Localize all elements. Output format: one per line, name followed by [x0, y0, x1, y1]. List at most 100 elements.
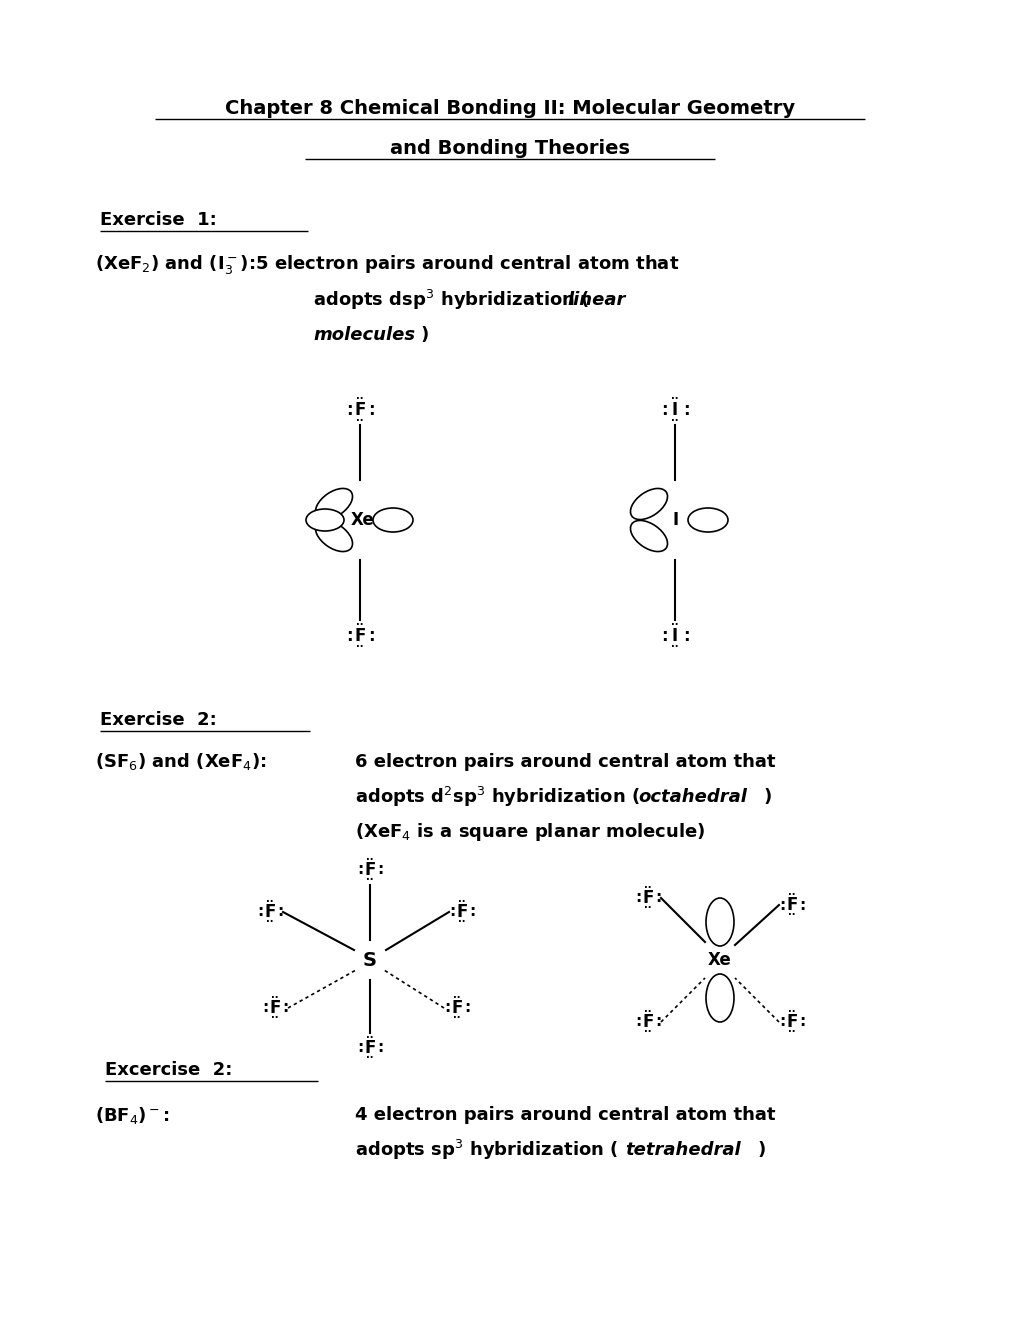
Text: :: :: [345, 401, 352, 418]
Text: ): ): [763, 788, 771, 807]
Text: ··: ··: [366, 1053, 373, 1063]
Text: ··: ··: [458, 917, 466, 927]
Text: :: :: [357, 862, 363, 878]
Text: I: I: [673, 511, 679, 529]
Text: :: :: [779, 1015, 785, 1030]
Text: Xe: Xe: [707, 950, 732, 969]
Ellipse shape: [315, 520, 353, 552]
Text: ··: ··: [644, 903, 651, 913]
Text: F: F: [786, 1012, 797, 1031]
Text: :: :: [276, 904, 283, 920]
Text: I: I: [672, 401, 678, 418]
Text: (BF$_4$)$^-$:: (BF$_4$)$^-$:: [95, 1105, 169, 1126]
Text: ··: ··: [788, 1007, 795, 1016]
Text: :: :: [448, 904, 454, 920]
Text: Chapter 8 Chemical Bonding II: Molecular Geometry: Chapter 8 Chemical Bonding II: Molecular…: [225, 99, 794, 117]
Text: 6 electron pairs around central atom that: 6 electron pairs around central atom tha…: [355, 752, 774, 771]
Text: :: :: [634, 891, 641, 906]
Text: :: :: [357, 1040, 363, 1056]
Text: :: :: [443, 1001, 449, 1015]
Text: tetrahedral: tetrahedral: [625, 1140, 740, 1159]
Text: :: :: [257, 904, 263, 920]
Text: ··: ··: [356, 393, 364, 404]
Text: ··: ··: [788, 890, 795, 900]
Text: ··: ··: [458, 898, 466, 907]
Text: (XeF$_2$) and (I$_3^-$):5 electron pairs around central atom that: (XeF$_2$) and (I$_3^-$):5 electron pairs…: [95, 253, 679, 276]
Text: :: :: [682, 401, 689, 418]
Text: :: :: [779, 898, 785, 912]
Text: F: F: [364, 861, 375, 879]
Text: ··: ··: [271, 1012, 278, 1023]
Ellipse shape: [306, 510, 343, 531]
Text: ··: ··: [366, 855, 373, 865]
Text: F: F: [642, 888, 653, 907]
Text: ··: ··: [366, 875, 373, 884]
Text: :: :: [367, 627, 374, 645]
Text: F: F: [642, 1012, 653, 1031]
Text: ··: ··: [266, 917, 273, 927]
Text: ··: ··: [452, 1012, 461, 1023]
Ellipse shape: [688, 508, 728, 532]
Text: :: :: [376, 862, 383, 878]
Text: :: :: [345, 627, 352, 645]
Text: :: :: [682, 627, 689, 645]
Ellipse shape: [315, 488, 353, 520]
Text: F: F: [264, 903, 275, 921]
Text: ··: ··: [452, 993, 461, 1003]
Text: I: I: [672, 627, 678, 645]
Text: ··: ··: [356, 642, 364, 652]
Text: (SF$_6$) and (XeF$_4$):: (SF$_6$) and (XeF$_4$):: [95, 751, 266, 772]
Text: :: :: [262, 1001, 268, 1015]
Text: ··: ··: [644, 1027, 651, 1038]
Text: ··: ··: [356, 416, 364, 426]
Text: molecules: molecules: [313, 326, 415, 345]
Text: :: :: [660, 627, 666, 645]
Ellipse shape: [630, 488, 666, 520]
Text: adopts sp$^3$ hybridization (: adopts sp$^3$ hybridization (: [355, 1138, 618, 1162]
Text: :: :: [654, 891, 660, 906]
Text: ··: ··: [644, 883, 651, 894]
Ellipse shape: [705, 898, 734, 946]
Text: ··: ··: [671, 393, 678, 404]
Text: ··: ··: [671, 620, 678, 630]
Text: :: :: [660, 401, 666, 418]
Text: linear: linear: [567, 290, 625, 309]
Text: :: :: [281, 1001, 287, 1015]
Text: Exercise  1:: Exercise 1:: [100, 211, 217, 228]
Ellipse shape: [630, 520, 666, 552]
Text: octahedral: octahedral: [637, 788, 746, 807]
Text: F: F: [786, 896, 797, 913]
Text: 4 electron pairs around central atom that: 4 electron pairs around central atom tha…: [355, 1106, 774, 1125]
Text: :: :: [634, 1015, 641, 1030]
Ellipse shape: [373, 508, 413, 532]
Text: Excercise  2:: Excercise 2:: [105, 1061, 232, 1078]
Text: ··: ··: [671, 416, 678, 426]
Text: Exercise  2:: Exercise 2:: [100, 711, 217, 729]
Text: F: F: [354, 627, 366, 645]
Text: and Bonding Theories: and Bonding Theories: [389, 139, 630, 157]
Text: F: F: [455, 903, 468, 921]
Text: adopts dsp$^3$ hybridization (: adopts dsp$^3$ hybridization (: [313, 288, 589, 312]
Text: F: F: [364, 1039, 375, 1057]
Text: ): ): [757, 1140, 765, 1159]
Text: :: :: [798, 1015, 804, 1030]
Text: ): ): [421, 326, 429, 345]
Text: F: F: [354, 401, 366, 418]
Text: :: :: [367, 401, 374, 418]
Text: :: :: [469, 904, 475, 920]
Text: ··: ··: [266, 898, 273, 907]
Text: ··: ··: [788, 1027, 795, 1038]
Text: :: :: [464, 1001, 470, 1015]
Text: F: F: [450, 999, 463, 1016]
Text: ··: ··: [366, 1034, 373, 1043]
Text: (XeF$_4$ is a square planar molecule): (XeF$_4$ is a square planar molecule): [355, 821, 705, 843]
Ellipse shape: [705, 974, 734, 1022]
Text: :: :: [376, 1040, 383, 1056]
Text: S: S: [363, 950, 377, 969]
Text: ··: ··: [356, 620, 364, 630]
Text: F: F: [269, 999, 280, 1016]
Text: Xe: Xe: [351, 511, 375, 529]
Text: ··: ··: [788, 909, 795, 920]
Text: ··: ··: [271, 993, 278, 1003]
Text: adopts d$^2$sp$^3$ hybridization (: adopts d$^2$sp$^3$ hybridization (: [355, 785, 640, 809]
